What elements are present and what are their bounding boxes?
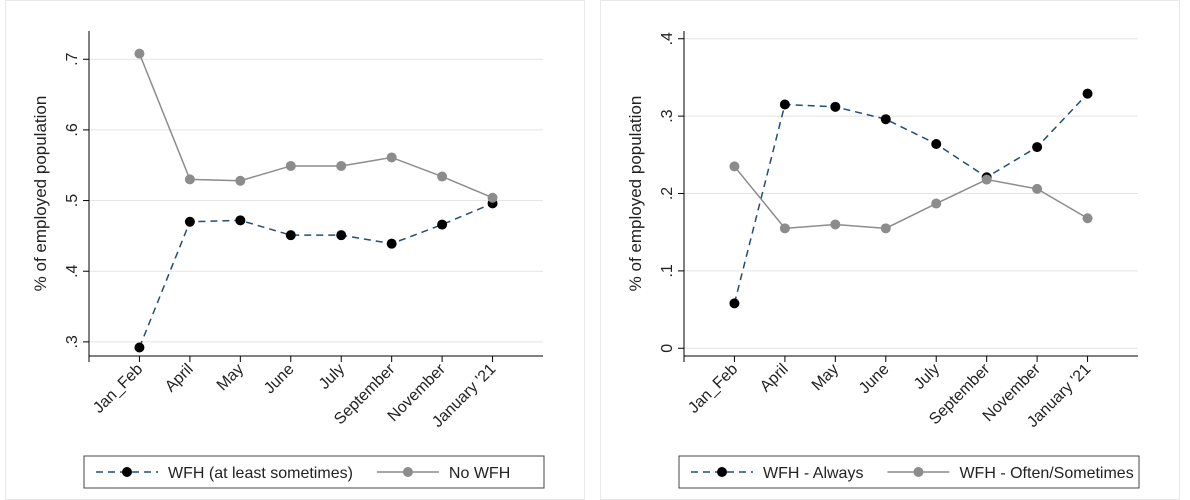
- x-tick-label: July: [911, 361, 943, 393]
- y-tick-label: 0: [659, 344, 676, 353]
- chart-right-panel: 0.1.2.3.4 Jan_Feb April May June July Septembe…: [600, 0, 1180, 500]
- series-line-0: [138, 202, 493, 348]
- data-point: [1082, 213, 1093, 224]
- y-tick-label: .2: [659, 187, 676, 200]
- y-tick-label: .3: [659, 109, 676, 122]
- y-axis-label: % of employed population: [31, 96, 50, 292]
- legend-label-1: WFH - Often/Sometimes: [959, 465, 1133, 482]
- legend-marker-0: [122, 467, 132, 477]
- y-tick-label: .6: [64, 123, 81, 136]
- data-point: [437, 219, 448, 230]
- data-point: [931, 198, 942, 209]
- data-point: [1082, 88, 1093, 99]
- data-point: [931, 138, 942, 149]
- y-tick-label: .4: [659, 32, 676, 45]
- x-tick-label: July: [316, 361, 348, 393]
- data-point: [235, 215, 246, 226]
- data-point: [437, 171, 448, 182]
- x-tick-label: Jan_Feb: [90, 361, 146, 417]
- data-point: [880, 114, 891, 125]
- data-point: [336, 160, 347, 171]
- x-tick-label: June: [261, 361, 298, 398]
- x-tick-label: June: [856, 361, 893, 398]
- data-point: [487, 192, 498, 203]
- data-point: [981, 174, 992, 185]
- legend-marker-1: [402, 467, 413, 477]
- data-point: [386, 152, 397, 163]
- data-point: [285, 160, 296, 171]
- data-point: [184, 174, 195, 185]
- series-line-1: [138, 53, 493, 199]
- data-point: [779, 99, 790, 110]
- data-point: [880, 223, 891, 234]
- legend-label-1: No WFH: [449, 465, 510, 482]
- data-point: [729, 161, 740, 172]
- legend-marker-1: [913, 467, 924, 477]
- y-axis-label: % of employed population: [626, 96, 645, 292]
- y-tick-label: .5: [64, 194, 81, 207]
- data-point: [1032, 142, 1043, 153]
- x-tick-label: May: [214, 361, 247, 394]
- x-tick-label: Jan_Feb: [685, 361, 741, 417]
- series-line-0: [733, 93, 1089, 304]
- data-point: [1032, 183, 1043, 194]
- data-point: [830, 101, 841, 112]
- legend-label-0: WFH (at least sometimes): [168, 465, 353, 482]
- legend-label-0: WFH - Always: [763, 465, 863, 482]
- x-tick-label: April: [162, 361, 197, 396]
- x-tick-label: April: [757, 361, 792, 396]
- chart-left-panel: .3.4.5.6.7 Jan_Feb April May June July Septemb…: [5, 0, 585, 500]
- series-line-1: [733, 165, 1088, 230]
- data-point: [729, 298, 740, 309]
- y-tick-label: .4: [64, 264, 81, 277]
- y-tick-label: .1: [659, 264, 676, 277]
- legend-marker-0: [717, 467, 727, 477]
- data-point: [134, 342, 145, 353]
- legend-box: [83, 455, 545, 489]
- data-point: [134, 48, 145, 59]
- data-point: [779, 223, 790, 234]
- data-point: [336, 230, 347, 241]
- y-tick-label: .3: [64, 335, 81, 348]
- x-tick-label: May: [809, 361, 842, 394]
- data-point: [285, 230, 296, 241]
- data-point: [830, 219, 841, 230]
- data-point: [184, 216, 195, 227]
- data-point: [386, 238, 397, 249]
- data-point: [235, 175, 246, 186]
- y-tick-label: .7: [64, 52, 81, 65]
